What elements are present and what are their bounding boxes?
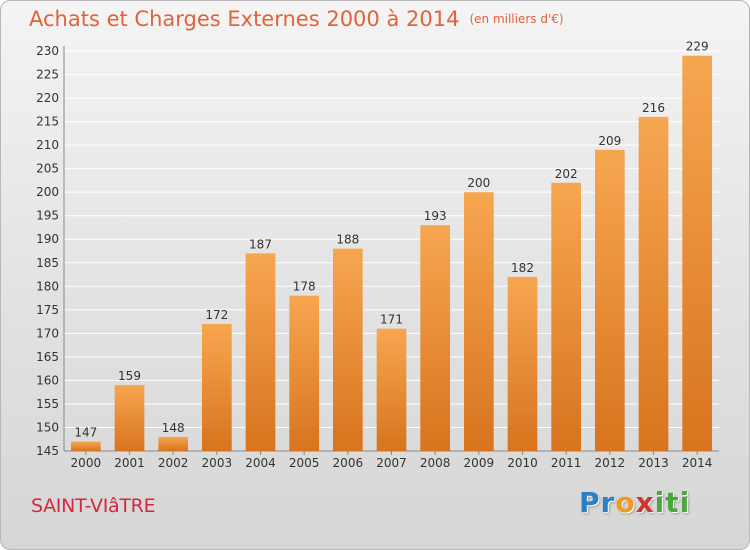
y-tick-label: 180	[36, 279, 59, 293]
logo-letter: P	[579, 486, 601, 519]
bar-2006	[332, 248, 363, 451]
chart-title: Achats et Charges Externes 2000 à 2014	[29, 7, 460, 31]
x-tick-label-2010: 2010	[507, 456, 538, 470]
x-tick-label-2004: 2004	[245, 456, 276, 470]
bar-2007	[376, 328, 407, 451]
x-tick-label-2014: 2014	[682, 456, 713, 470]
bar-2001	[114, 385, 145, 451]
x-tick-label-2000: 2000	[71, 456, 102, 470]
logo-letter: x	[635, 486, 655, 519]
data-label-2011: 202	[555, 167, 578, 181]
x-tick-label-2003: 2003	[202, 456, 233, 470]
x-tick-label-2006: 2006	[333, 456, 364, 470]
proxiti-logo: Proxiti	[579, 486, 690, 519]
data-label-2006: 188	[336, 233, 359, 247]
y-tick-label: 170	[36, 326, 59, 340]
bar-2013	[638, 116, 669, 451]
x-tick-label-2011: 2011	[551, 456, 582, 470]
data-label-2002: 148	[162, 421, 185, 435]
data-label-2014: 229	[686, 40, 709, 54]
bar-2014	[682, 55, 713, 452]
chart-subtitle: (en milliers d'€)	[469, 12, 564, 26]
data-label-2004: 187	[249, 237, 272, 251]
y-tick-label: 225	[36, 68, 59, 82]
data-label-2003: 172	[205, 308, 228, 322]
bar-2004	[245, 253, 276, 451]
y-tick-label: 160	[36, 373, 59, 387]
x-tick-label-2009: 2009	[464, 456, 495, 470]
data-label-2008: 193	[424, 209, 447, 223]
logo-letter: o	[615, 486, 636, 519]
y-tick-label: 190	[36, 232, 59, 246]
bar-2010	[507, 276, 538, 451]
bar-2008	[420, 225, 451, 451]
y-tick-label: 185	[36, 256, 59, 270]
y-tick-label: 165	[36, 350, 59, 364]
bar-2002	[158, 436, 189, 451]
x-tick-label-2001: 2001	[114, 456, 145, 470]
logo-letter: t	[665, 486, 680, 519]
data-label-2000: 147	[74, 426, 97, 440]
data-label-2001: 159	[118, 369, 141, 383]
y-tick-label: 175	[36, 303, 59, 317]
bar-2000	[70, 441, 101, 451]
bar-2005	[289, 295, 320, 451]
data-label-2010: 182	[511, 261, 534, 275]
y-tick-label: 145	[36, 444, 59, 458]
x-tick-label-2007: 2007	[376, 456, 407, 470]
bar-2011	[551, 182, 582, 451]
x-tick-label-2013: 2013	[638, 456, 669, 470]
data-label-2013: 216	[642, 101, 665, 115]
y-tick-label: 195	[36, 209, 59, 223]
y-tick-label: 220	[36, 91, 59, 105]
logo-letter: i	[654, 486, 666, 519]
data-label-2007: 171	[380, 313, 403, 327]
x-tick-label-2012: 2012	[595, 456, 626, 470]
data-label-2009: 200	[467, 176, 490, 190]
y-tick-label: 215	[36, 115, 59, 129]
y-tick-label: 230	[36, 44, 59, 58]
place-name: SAINT-VIâTRE	[31, 495, 156, 517]
y-tick-label: 210	[36, 138, 59, 152]
x-tick-label-2002: 2002	[158, 456, 189, 470]
y-tick-label: 155	[36, 397, 59, 411]
data-label-2012: 209	[598, 134, 621, 148]
logo-letter: r	[600, 486, 616, 519]
x-tick-label-2005: 2005	[289, 456, 320, 470]
bar-2003	[201, 323, 232, 451]
x-tick-label-2008: 2008	[420, 456, 451, 470]
y-tick-label: 205	[36, 162, 59, 176]
bar-2009	[463, 192, 494, 452]
y-tick-label: 150	[36, 420, 59, 434]
data-label-2005: 178	[293, 280, 316, 294]
bar-2012	[594, 149, 625, 451]
logo-letter: i	[679, 486, 691, 519]
y-tick-label: 200	[36, 185, 59, 199]
chart-title-block: Achats et Charges Externes 2000 à 2014 (e…	[29, 7, 564, 31]
